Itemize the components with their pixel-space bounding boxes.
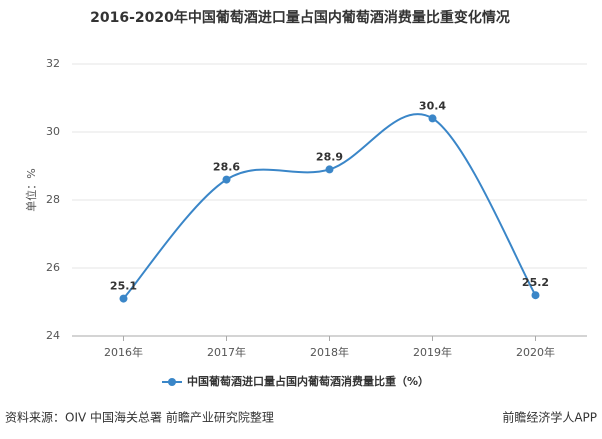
- point: [531, 291, 540, 300]
- point: [325, 165, 334, 174]
- y-tick-label: 28: [46, 193, 60, 206]
- point: [222, 175, 231, 184]
- x-tick-label: 2017年: [207, 345, 246, 359]
- x-tick-label: 2019年: [413, 345, 452, 359]
- legend-label: 中国葡萄酒进口量占国内葡萄酒消费量比重（%）: [187, 374, 429, 388]
- value-label: 28.9: [316, 150, 343, 163]
- y-axis-label: 单位：%: [24, 168, 38, 211]
- value-label: 28.6: [213, 161, 240, 174]
- x-tick-label: 2016年: [104, 345, 143, 359]
- y-tick-label: 30: [46, 125, 60, 138]
- watermark: 前瞻经济学人APP: [502, 410, 597, 425]
- value-label: 30.4: [419, 99, 446, 112]
- legend-marker: [168, 378, 176, 386]
- point: [428, 114, 437, 123]
- y-tick-label: 26: [46, 261, 60, 274]
- value-label: 25.2: [522, 276, 549, 289]
- x-tick-label: 2020年: [516, 345, 555, 359]
- y-tick-label: 32: [46, 57, 60, 70]
- y-tick-label: 24: [46, 329, 60, 342]
- chart-title: 2016-2020年中国葡萄酒进口量占国内葡萄酒消费量比重变化情况: [90, 9, 510, 26]
- value-label: 25.1: [110, 280, 137, 293]
- line: [122, 113, 537, 300]
- x-tick-label: 2018年: [310, 345, 349, 359]
- point: [119, 294, 128, 303]
- source: 资料来源：OIV 中国海关总署 前瞻产业研究院整理: [5, 410, 274, 425]
